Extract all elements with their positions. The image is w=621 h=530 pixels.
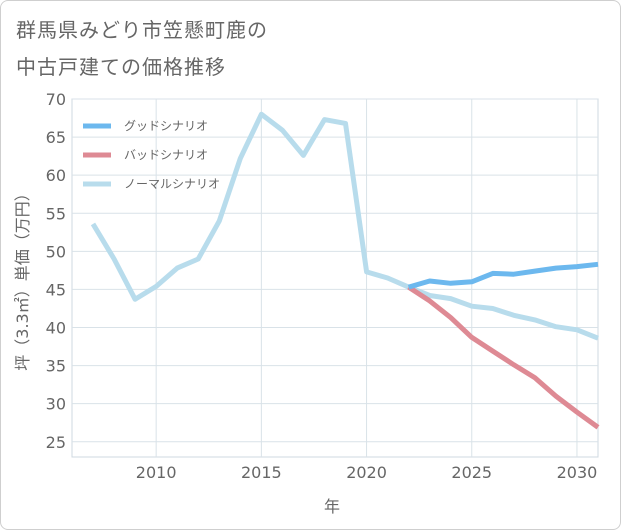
series-line-bad xyxy=(407,285,600,430)
legend-label-bad: バッドシナリオ xyxy=(124,148,208,162)
x-tick-label: 2020 xyxy=(346,463,387,482)
title-line-1: 群馬県みどり市笠懸町鹿の xyxy=(16,18,268,42)
x-tick-label: 2025 xyxy=(451,463,492,482)
x-tick-label: 2015 xyxy=(241,463,282,482)
title-line-2: 中古戸建ての価格推移 xyxy=(16,55,226,79)
y-tick-label: 55 xyxy=(46,204,66,223)
y-tick-label: 25 xyxy=(46,433,66,452)
x-tick-label: 2030 xyxy=(557,463,598,482)
y-tick-label: 70 xyxy=(46,90,66,109)
x-axis-title: 年 xyxy=(324,497,340,516)
y-tick-label: 40 xyxy=(46,319,66,338)
y-tick-label: 35 xyxy=(46,357,66,376)
legend-label-good: グッドシナリオ xyxy=(124,119,208,133)
y-tick-label: 65 xyxy=(46,128,66,147)
y-axis-title: 坪（3.3㎡）単価（万円） xyxy=(13,185,32,370)
x-tick-label: 2010 xyxy=(136,463,177,482)
tick-labels: 25 30 35 40 45 50 55 60 65 70 2010 2015 2020 2025 2030 xyxy=(46,90,598,482)
gridlines xyxy=(72,98,598,457)
legend-label-normal: ノーマルシナリオ xyxy=(124,177,220,191)
y-tick-label: 50 xyxy=(46,242,66,261)
chart-title: 群馬県みどり市笠懸町鹿の 中古戸建ての価格推移 xyxy=(16,12,436,86)
series-lines xyxy=(90,111,600,430)
y-tick-label: 45 xyxy=(46,280,66,299)
y-tick-label: 30 xyxy=(46,395,66,414)
series-line-good xyxy=(407,261,599,290)
series-line-normal xyxy=(90,111,599,341)
plot-area xyxy=(71,98,599,458)
y-tick-label: 60 xyxy=(46,166,66,185)
